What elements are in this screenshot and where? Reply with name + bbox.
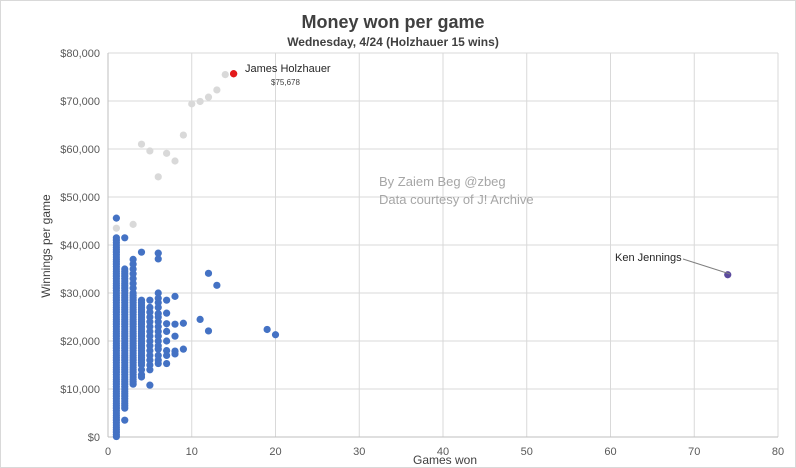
- chart-subtitle: Wednesday, 4/24 (Holzhauer 15 wins): [287, 35, 499, 49]
- holzhauer-label: James Holzhauer: [245, 63, 331, 75]
- data-point: [112, 214, 120, 222]
- data-point: [154, 345, 162, 353]
- y-tick-label: $20,000: [60, 336, 100, 348]
- x-tick-label: 40: [437, 446, 449, 458]
- annotations: [682, 258, 731, 275]
- data-point: [263, 325, 271, 334]
- data-points: [112, 70, 732, 441]
- data-point: [179, 345, 187, 353]
- data-point: [163, 296, 171, 304]
- data-point: [163, 351, 171, 359]
- data-point: [121, 234, 129, 242]
- data-point: [112, 432, 120, 441]
- y-tick-label: $50,000: [60, 192, 100, 204]
- data-point: [154, 173, 162, 181]
- x-tick-label: 0: [105, 446, 111, 458]
- data-point: [137, 373, 146, 381]
- x-tick-label: 50: [521, 446, 533, 458]
- y-tick-label: $80,000: [60, 48, 100, 60]
- x-tick-label: 10: [186, 446, 198, 458]
- data-point: [163, 149, 171, 157]
- data-point: [221, 71, 229, 79]
- data-point: [204, 269, 213, 277]
- data-point: [154, 249, 162, 257]
- data-point: [154, 289, 162, 297]
- data-point: [163, 359, 171, 368]
- data-point: [146, 147, 154, 155]
- data-point: [163, 309, 171, 317]
- x-tick-label: 70: [688, 446, 700, 458]
- chart-title: Money won per game: [301, 12, 484, 32]
- holzhauer-point: [230, 70, 238, 78]
- data-point: [204, 93, 213, 101]
- data-point: [129, 220, 137, 228]
- y-tick-label: $40,000: [60, 240, 100, 252]
- x-tick-label: 20: [269, 446, 281, 458]
- y-tick-label: $10,000: [60, 384, 100, 396]
- data-point: [179, 131, 187, 139]
- y-tick-label: $70,000: [60, 96, 100, 108]
- x-tick-label: 60: [604, 446, 616, 458]
- x-tick-label: 80: [772, 446, 784, 458]
- data-point: [213, 281, 221, 289]
- data-point: [179, 319, 187, 327]
- x-axis-label: Games won: [413, 453, 477, 467]
- jennings-leader-line: [682, 258, 731, 275]
- data-point: [154, 255, 162, 263]
- data-point: [163, 337, 171, 345]
- data-point: [137, 248, 146, 256]
- data-point: [137, 140, 146, 148]
- data-point: [146, 381, 154, 389]
- watermark-author: By Zaiem Beg @zbeg: [379, 174, 506, 189]
- data-point: [154, 303, 162, 311]
- data-point: [171, 350, 179, 358]
- data-point: [129, 380, 137, 388]
- data-point: [188, 100, 196, 108]
- y-axis-label: Winnings per game: [39, 194, 53, 298]
- data-point: [171, 157, 179, 165]
- y-tick-label: $30,000: [60, 288, 100, 300]
- data-point: [171, 320, 179, 328]
- data-point: [121, 416, 129, 424]
- x-tick-label: 30: [353, 446, 365, 458]
- jennings-label: Ken Jennings: [615, 252, 682, 264]
- x-tick-labels: 0 10 20 30 40 50 60 70 80: [105, 446, 784, 458]
- data-point: [163, 320, 171, 328]
- y-tick-labels: $0 $10,000 $20,000 $30,000 $40,000 $50,000 $60…: [60, 48, 100, 444]
- gridlines: [108, 52, 779, 437]
- data-point: [204, 327, 213, 335]
- data-point: [196, 97, 204, 106]
- data-point: [213, 86, 221, 94]
- data-point: [196, 315, 204, 323]
- watermark-source: Data courtesy of J! Archive: [379, 192, 534, 207]
- data-point: [171, 292, 179, 300]
- data-point: [163, 327, 171, 335]
- data-point: [171, 332, 179, 340]
- y-tick-label: $60,000: [60, 144, 100, 156]
- data-point: [112, 224, 120, 232]
- data-point: [146, 296, 154, 304]
- data-point: [271, 331, 280, 339]
- data-point: [146, 366, 154, 374]
- holzhauer-value-label: $75,678: [271, 78, 300, 87]
- data-point: [154, 359, 162, 368]
- data-point: [121, 404, 129, 412]
- axes: [107, 53, 778, 438]
- y-tick-label: $0: [88, 432, 100, 444]
